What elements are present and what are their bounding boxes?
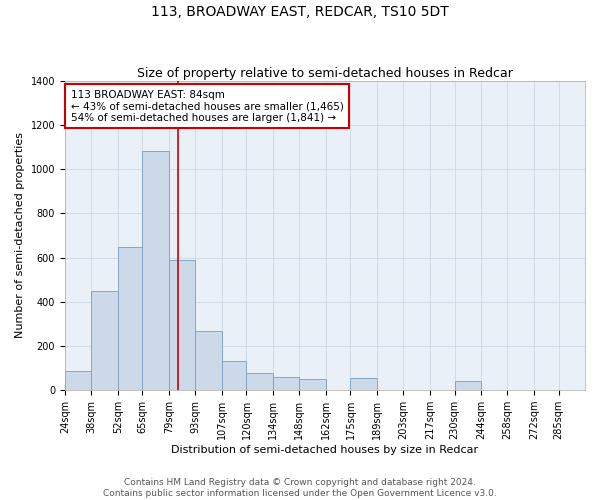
Bar: [91, 290, 118, 390]
Text: 113 BROADWAY EAST: 84sqm
← 43% of semi-detached houses are smaller (1,465)
54% o: 113 BROADWAY EAST: 84sqm ← 43% of semi-d…: [71, 90, 343, 122]
Bar: [65, 372, 91, 390]
X-axis label: Distribution of semi-detached houses by size in Redcar: Distribution of semi-detached houses by …: [172, 445, 479, 455]
Text: 113, BROADWAY EAST, REDCAR, TS10 5DT: 113, BROADWAY EAST, REDCAR, TS10 5DT: [151, 5, 449, 19]
Bar: [118, 246, 142, 390]
Bar: [247, 372, 273, 390]
Bar: [169, 260, 196, 390]
Bar: [222, 362, 247, 390]
Bar: [196, 330, 222, 390]
Title: Size of property relative to semi-detached houses in Redcar: Size of property relative to semi-detach…: [137, 66, 513, 80]
Bar: [299, 379, 326, 390]
Bar: [142, 152, 169, 390]
Y-axis label: Number of semi-detached properties: Number of semi-detached properties: [15, 132, 25, 338]
Bar: [455, 382, 481, 390]
Bar: [273, 377, 299, 390]
Bar: [350, 378, 377, 390]
Text: Contains HM Land Registry data © Crown copyright and database right 2024.
Contai: Contains HM Land Registry data © Crown c…: [103, 478, 497, 498]
